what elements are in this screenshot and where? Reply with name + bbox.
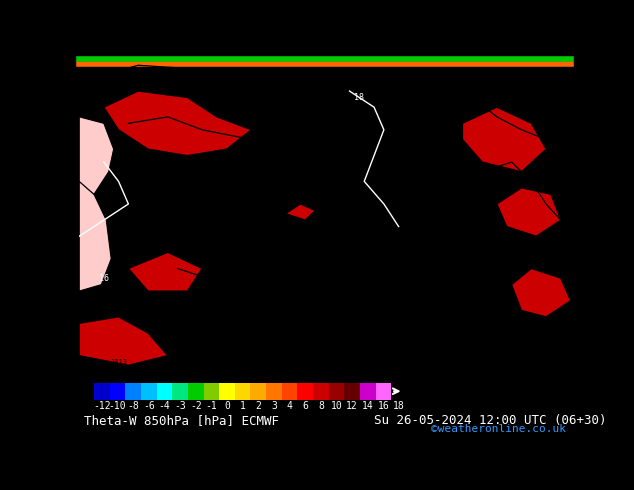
Polygon shape	[285, 204, 315, 220]
Bar	[344, 383, 360, 399]
Bar	[219, 383, 235, 399]
Bar	[110, 383, 126, 399]
Text: 10101: 10101	[388, 114, 410, 120]
Bar	[204, 383, 219, 399]
Text: 12: 12	[346, 401, 358, 411]
Polygon shape	[512, 269, 571, 317]
Bar	[360, 383, 375, 399]
Text: 6: 6	[302, 401, 308, 411]
Polygon shape	[79, 181, 111, 291]
Bar	[281, 383, 297, 399]
Text: ©weatheronline.co.uk: ©weatheronline.co.uk	[430, 424, 566, 434]
Bar	[94, 383, 110, 399]
Text: 0: 0	[224, 401, 230, 411]
Text: -6: -6	[143, 401, 155, 411]
Bar	[141, 383, 157, 399]
Text: -2: -2	[190, 401, 202, 411]
Text: Su 26-05-2024 12:00 UTC (06+30): Su 26-05-2024 12:00 UTC (06+30)	[374, 414, 607, 427]
Text: 1.15: 1.15	[498, 320, 515, 326]
Text: 18: 18	[354, 93, 365, 102]
Bar	[157, 383, 172, 399]
Bar	[250, 383, 266, 399]
Bar	[328, 383, 344, 399]
Text: 18: 18	[393, 401, 405, 411]
Polygon shape	[463, 107, 546, 172]
Text: -10: -10	[108, 401, 126, 411]
Text: -12: -12	[93, 401, 110, 411]
Text: 2: 2	[256, 401, 261, 411]
Text: 14: 14	[362, 401, 373, 411]
Text: 013: 013	[96, 77, 112, 86]
Text: 11102: 11102	[486, 298, 508, 304]
Text: 8: 8	[318, 401, 324, 411]
Bar	[375, 383, 391, 399]
Text: 012: 012	[425, 80, 441, 89]
Polygon shape	[497, 188, 561, 236]
Text: -8: -8	[127, 401, 139, 411]
Polygon shape	[104, 91, 251, 156]
Text: 013: 013	[456, 195, 469, 200]
Text: 013: 013	[417, 143, 430, 149]
Text: 10: 10	[330, 401, 342, 411]
Bar	[235, 383, 250, 399]
Text: 16: 16	[378, 401, 389, 411]
Text: 12106: 12106	[472, 217, 493, 223]
Text: 1013: 1013	[110, 359, 127, 365]
Text: -3: -3	[174, 401, 186, 411]
Bar	[313, 383, 328, 399]
Bar	[172, 383, 188, 399]
Text: -4: -4	[158, 401, 171, 411]
Bar	[126, 383, 141, 399]
Polygon shape	[128, 252, 202, 291]
Bar	[297, 383, 313, 399]
Bar	[188, 383, 204, 399]
Text: -1: -1	[205, 401, 217, 411]
Text: 3: 3	[271, 401, 277, 411]
Text: 1: 1	[240, 401, 245, 411]
Text: Theta-W 850hPa [hPa] ECMWF: Theta-W 850hPa [hPa] ECMWF	[84, 414, 279, 427]
Text: 1x5: 1x5	[407, 178, 420, 184]
Text: 4: 4	[287, 401, 292, 411]
Bar	[266, 383, 281, 399]
Text: 11107: 11107	[339, 146, 360, 152]
Polygon shape	[79, 117, 113, 195]
Text: 013: 013	[112, 240, 125, 245]
Polygon shape	[79, 317, 167, 365]
Text: 16: 16	[99, 273, 109, 283]
